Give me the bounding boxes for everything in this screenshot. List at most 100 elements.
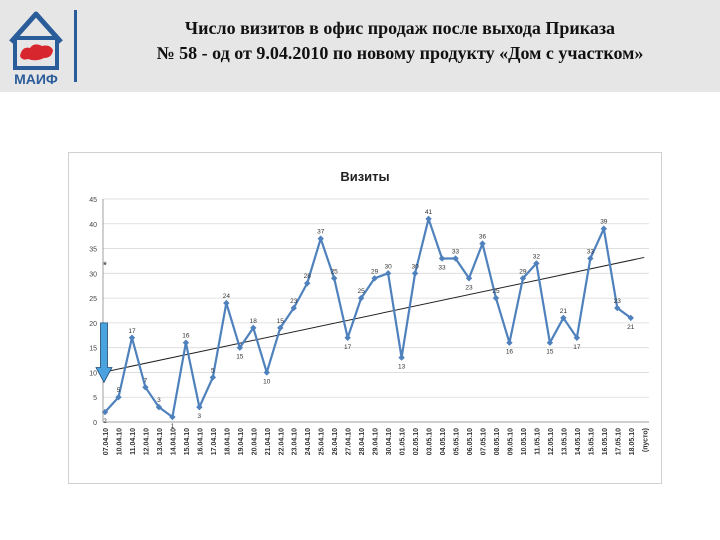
data-label: 30 <box>384 263 392 270</box>
data-point <box>263 369 270 376</box>
data-point <box>627 314 634 322</box>
x-tick-label: 25.04.10 <box>319 428 326 455</box>
data-label: 37 <box>317 229 325 236</box>
y-tick-label: 20 <box>89 321 97 328</box>
data-point <box>277 324 284 332</box>
russia-map-icon <box>20 44 53 61</box>
data-point <box>169 413 176 421</box>
data-point <box>492 294 500 302</box>
x-tick-label: 06.05.10 <box>467 428 474 455</box>
x-tick-label: 13.04.10 <box>157 428 164 455</box>
x-tick-label: 16.04.10 <box>197 428 204 455</box>
data-point <box>560 314 567 322</box>
data-point <box>371 275 378 282</box>
data-label: 21 <box>560 308 568 315</box>
data-point <box>506 339 513 346</box>
data-label: 39 <box>600 219 608 226</box>
svg-text:МАИФ: МАИФ <box>14 71 58 87</box>
x-tick-label: 09.05.10 <box>507 428 514 455</box>
x-tick-label: 17.04.10 <box>211 428 218 455</box>
x-tick-label: 12.05.10 <box>548 428 555 455</box>
x-tick-label: 11.05.10 <box>534 428 541 455</box>
data-label: 24 <box>223 293 231 300</box>
data-label: 23 <box>614 298 622 305</box>
data-label: 30 <box>411 263 419 270</box>
x-tick-label: 20.04.10 <box>251 428 258 455</box>
data-label: 17 <box>573 344 581 351</box>
data-label: 3 <box>157 397 161 404</box>
x-tick-label: 19.04.10 <box>238 428 245 455</box>
y-tick-label: 25 <box>89 296 97 303</box>
y-tick-label: 5 <box>93 395 97 402</box>
title-line-2: № 58 - од от 9.04.2010 по новому продукт… <box>156 43 644 63</box>
x-tick-label: 15.05.10 <box>588 428 595 455</box>
data-label: 23 <box>290 298 298 305</box>
data-point <box>465 275 473 282</box>
y-tick-label: 35 <box>89 247 97 254</box>
data-label: 33 <box>587 248 595 255</box>
company-logo: МАИФ <box>6 8 66 88</box>
data-point <box>101 408 109 416</box>
data-label: 10 <box>263 378 271 385</box>
x-tick-label: 08.05.10 <box>494 428 501 455</box>
data-point <box>411 270 419 277</box>
x-tick-label: 11.04.10 <box>130 428 137 455</box>
x-tick-label: 27.04.10 <box>346 428 353 455</box>
data-point <box>142 384 149 391</box>
series-line <box>104 217 632 419</box>
x-tick-label: 05.05.10 <box>454 428 461 455</box>
x-tick-label: 18.04.10 <box>224 428 231 455</box>
logo-divider <box>74 10 77 82</box>
x-tick-label: 13.05.10 <box>561 428 568 455</box>
data-point <box>250 324 257 332</box>
data-label: 29 <box>519 268 527 275</box>
data-point <box>182 339 190 346</box>
x-tick-label: 15.04.10 <box>184 428 191 455</box>
x-tick-label: 02.05.10 <box>413 428 420 455</box>
x-tick-label: 12.04.10 <box>143 428 150 455</box>
x-tick-label: 28.04.10 <box>359 428 366 455</box>
x-tick-label: 01.05.10 <box>400 428 407 455</box>
house-logo-icon: МАИФ <box>9 11 63 87</box>
data-point <box>155 403 163 411</box>
data-point <box>236 344 244 351</box>
data-point <box>330 275 338 282</box>
y-tick-label: 40 <box>89 222 97 229</box>
data-label: 1 <box>171 423 175 430</box>
data-point <box>304 280 311 287</box>
x-tick-label: 07.04.10 <box>103 428 110 455</box>
data-label: 17 <box>344 344 352 351</box>
data-label: 7 <box>144 377 148 384</box>
x-tick-label: 10.05.10 <box>521 428 528 455</box>
x-tick-label: 18.05.10 <box>629 428 636 455</box>
chart-title: Визиты <box>340 169 389 184</box>
data-label: 33 <box>438 264 446 271</box>
data-label: 17 <box>128 328 136 335</box>
slide-header: МАИФ Число визитов в офис продаж после в… <box>0 0 720 92</box>
data-label: 3 <box>198 413 202 420</box>
data-point <box>519 275 527 282</box>
slide-title: Число визитов в офис продаж после выхода… <box>84 16 716 66</box>
data-point <box>317 235 324 242</box>
x-tick-label: 21.04.10 <box>265 428 272 455</box>
data-label: 2 <box>103 418 107 425</box>
data-label: 29 <box>371 268 379 275</box>
data-label: 25 <box>492 288 500 295</box>
data-point <box>425 215 432 223</box>
data-point <box>452 255 459 262</box>
x-tick-label: 23.04.10 <box>292 428 299 455</box>
data-label: 15 <box>236 354 244 361</box>
x-tick-label: 29.04.10 <box>373 428 380 455</box>
data-label: 15 <box>277 318 285 325</box>
data-point <box>546 339 554 346</box>
data-label: 25 <box>358 288 366 295</box>
data-point <box>196 403 203 411</box>
x-tick-label: 30.04.10 <box>386 428 393 455</box>
x-tick-label: 22.04.10 <box>278 428 285 455</box>
annotation-marker: * <box>103 260 107 271</box>
x-tick-label: 14.05.10 <box>575 428 582 455</box>
x-tick-label: 16.05.10 <box>602 428 609 455</box>
data-point <box>290 304 297 312</box>
title-line-1: Число визитов в офис продаж после выхода… <box>184 18 616 38</box>
visits-chart: Визиты 2 5 17 7 3 1 16 3 5 24 15 18 10 15 23 28 37 25 17 25… <box>68 152 662 484</box>
